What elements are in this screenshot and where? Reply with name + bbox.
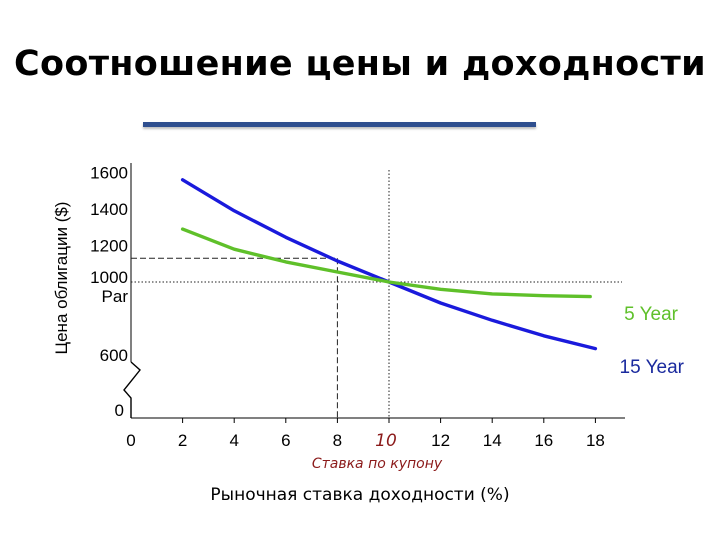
x-tick-label: 0 [126, 431, 135, 450]
y-tick-label: Par [102, 287, 129, 306]
y-tick-label: 1600 [90, 164, 128, 183]
y-tick-label: 600 [100, 346, 128, 365]
y-tick-label: 0 [115, 401, 124, 420]
y-axis-break [123, 361, 141, 418]
coupon-rate-annotation: Ставка по купону [312, 456, 443, 472]
series-label-5-year: 5 Year [624, 304, 679, 325]
x-tick-label: 6 [281, 431, 290, 450]
x-tick-label: 14 [483, 431, 502, 450]
y-tick-label: 1200 [90, 237, 128, 256]
series-label-15-year: 15 Year [620, 357, 685, 378]
x-tick-label: 4 [229, 431, 238, 450]
x-tick-label: 16 [534, 431, 553, 450]
x-axis-label: Рыночная ставка доходности (%) [210, 485, 510, 505]
series-line-5-year [180, 227, 592, 299]
title-underline [143, 122, 536, 127]
x-tick-label: 18 [586, 431, 605, 450]
y-tick-label: 1400 [90, 200, 128, 219]
y-tick-label: 1000 [90, 268, 128, 287]
x-tick-label: 12 [431, 431, 450, 450]
chart-title: Соотношение цены и доходности [14, 44, 706, 84]
x-tick-label: 8 [333, 431, 342, 450]
x-tick-label: 2 [178, 431, 187, 450]
x-tick-label: 10 [375, 431, 397, 451]
